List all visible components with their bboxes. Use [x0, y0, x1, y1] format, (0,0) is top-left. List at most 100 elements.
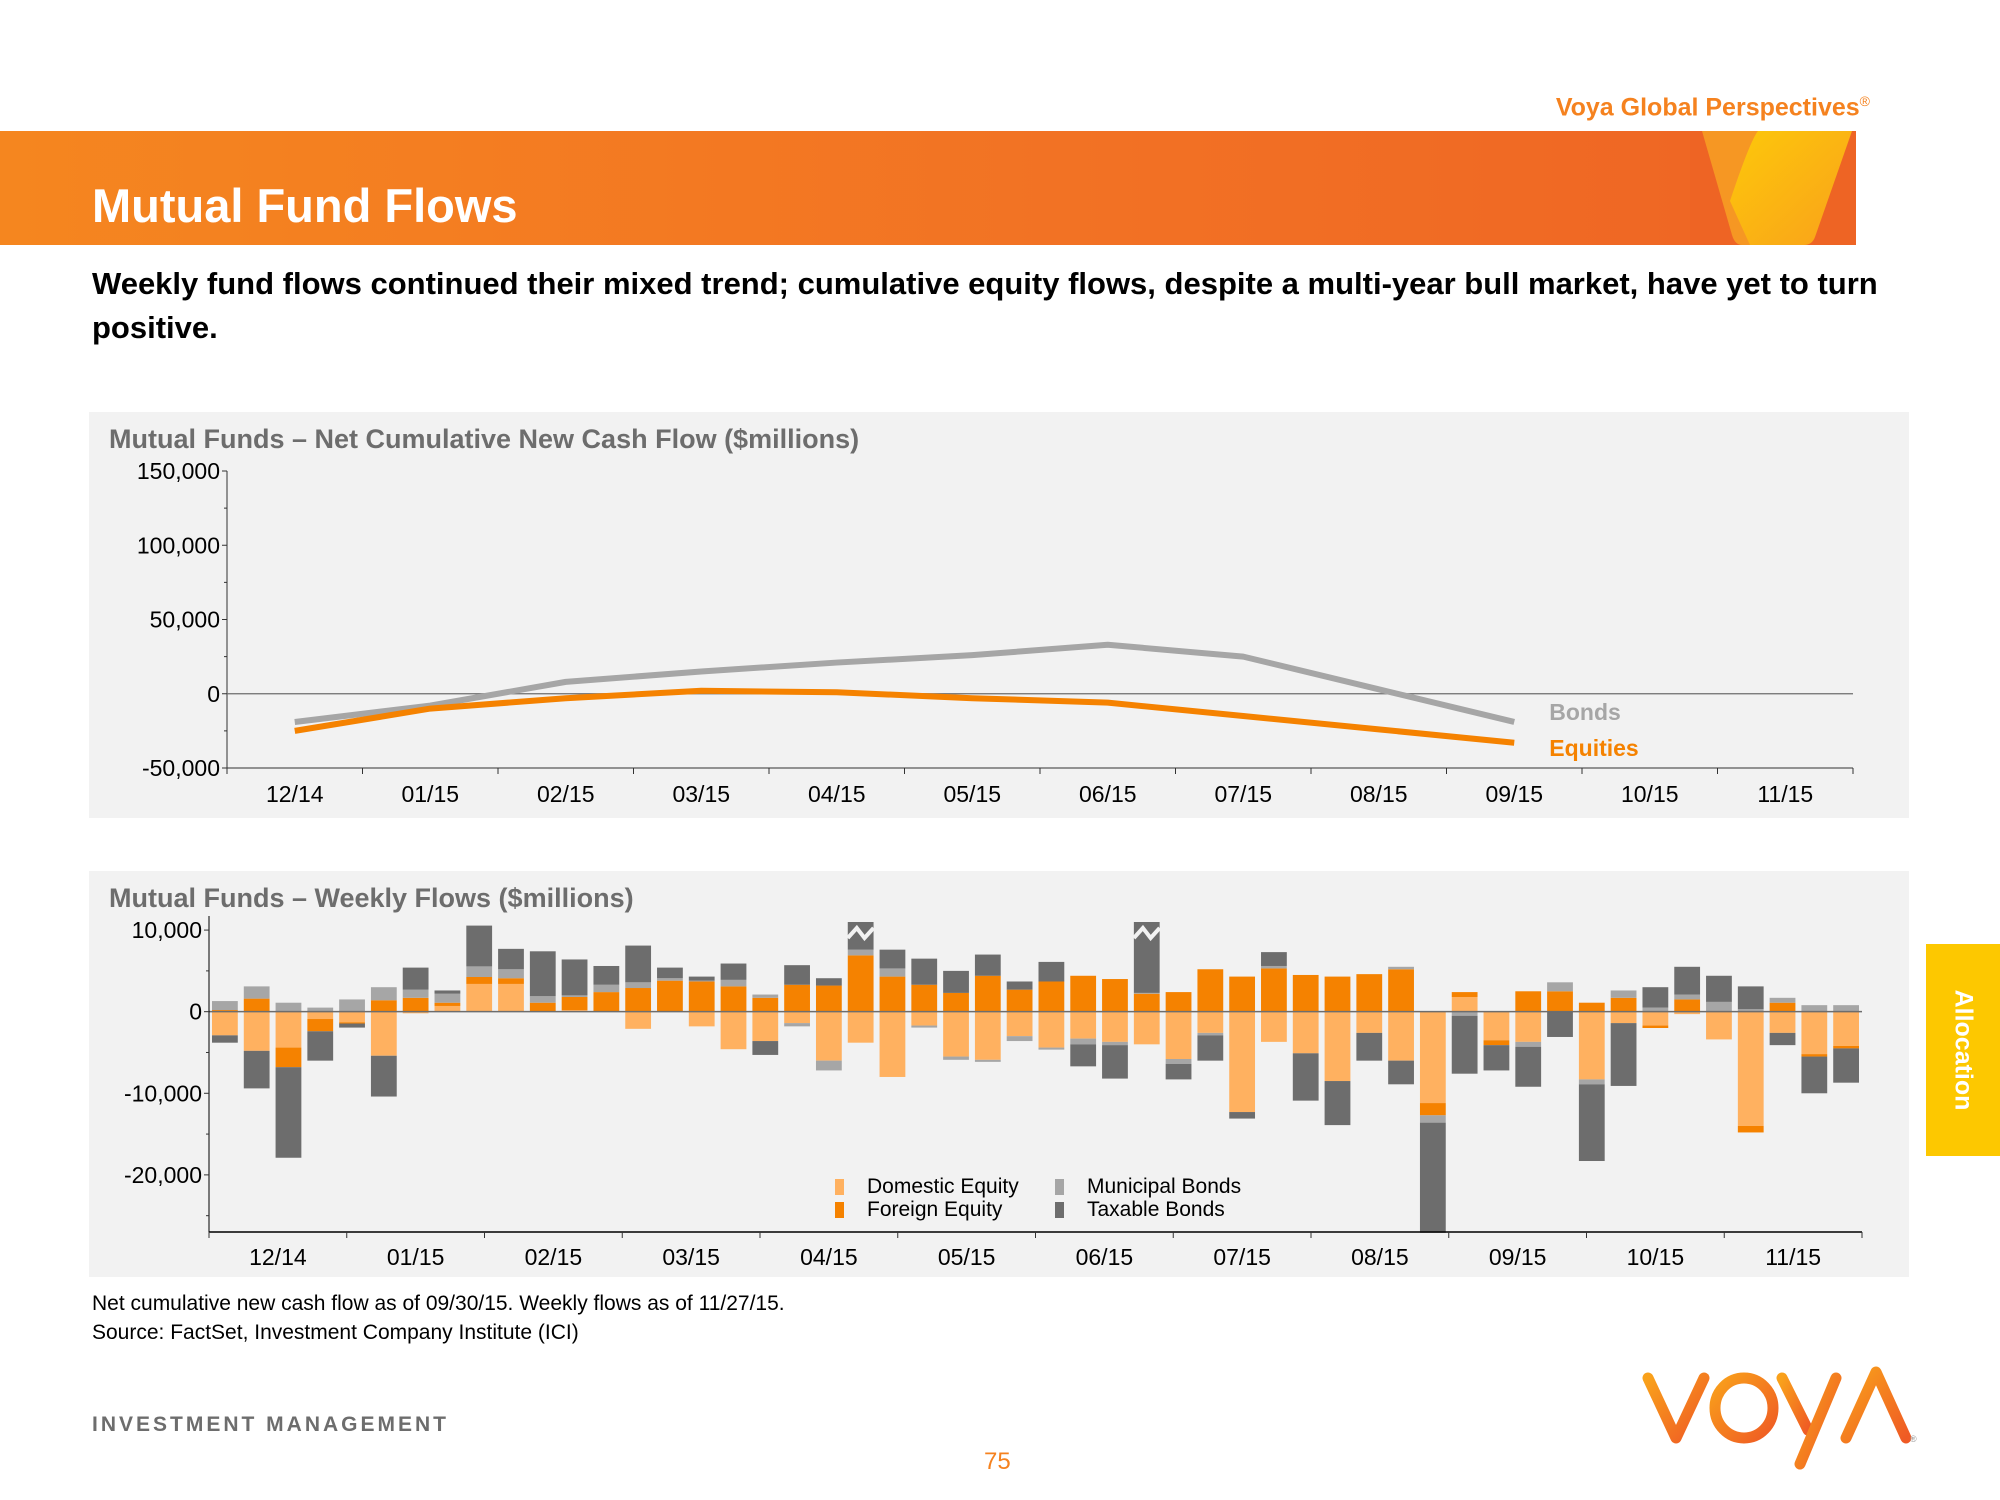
- bar-segment-municipal-bonds: [1515, 1041, 1542, 1047]
- bar-segment-taxable-bonds: [720, 963, 747, 980]
- bar-segment-municipal-bonds: [879, 968, 906, 977]
- weekly-flow-chart-panel: Mutual Funds – Weekly Flows ($millions) …: [89, 871, 1909, 1277]
- cumulative-flow-chart-panel: Mutual Funds – Net Cumulative New Cash F…: [89, 412, 1909, 818]
- logo-registered-mark: ®: [1910, 1434, 1917, 1444]
- bar-segment-foreign-equity: [1292, 974, 1319, 1012]
- bar-segment-foreign-equity: [879, 976, 906, 1012]
- bar-segment-municipal-bonds: [1102, 1041, 1128, 1046]
- chart-title: Mutual Funds – Net Cumulative New Cash F…: [109, 424, 860, 454]
- headline: Weekly fund flows continued their mixed …: [92, 266, 1878, 345]
- bar-segment-foreign-equity: [1674, 999, 1701, 1012]
- x-tick-label: 02/15: [537, 781, 595, 807]
- bar-segment-domestic-equity: [911, 1011, 938, 1026]
- bar-segment-domestic-equity: [1642, 1011, 1669, 1026]
- bar-segment-municipal-bonds: [1706, 1001, 1732, 1012]
- bar-segment-foreign-equity: [1578, 1002, 1605, 1012]
- bar-segment-municipal-bonds: [339, 999, 365, 1012]
- bar-segment-domestic-equity: [1006, 1011, 1033, 1037]
- cumulative-flow-chart: 150,000 100,000 50,000 0 -50,000 12/14 01/15 02…: [137, 458, 1854, 807]
- x-tick-label: 08/15: [1350, 781, 1408, 807]
- bar-segment-taxable-bonds: [212, 1035, 238, 1043]
- bar-segment-foreign-equity: [1165, 992, 1192, 1012]
- bar-segment-domestic-equity: [1610, 1011, 1637, 1024]
- section-tab-allocation[interactable]: Allocation: [1926, 944, 2000, 1156]
- bar-segment-taxable-bonds: [593, 965, 620, 985]
- bar-segment-taxable-bonds: [1419, 1122, 1446, 1233]
- bar-segment-municipal-bonds: [370, 987, 397, 1001]
- chart-title: Mutual Funds – Weekly Flows ($millions): [109, 883, 634, 913]
- bar-segment-municipal-bonds: [402, 989, 429, 998]
- bar-segment-municipal-bonds: [847, 949, 874, 956]
- bar-segment-domestic-equity: [847, 1011, 874, 1043]
- bar-segment-foreign-equity: [1419, 1103, 1446, 1116]
- brand-tagline: Voya Global Perspectives®: [1556, 93, 1870, 122]
- bar-segment-taxable-bonds: [1610, 1023, 1637, 1086]
- bar-segment-foreign-equity: [688, 981, 715, 1012]
- division-label: INVESTMENT MANAGEMENT: [92, 1413, 449, 1436]
- bar-segment-foreign-equity: [402, 997, 429, 1012]
- y-tick-label: -20,000: [124, 1162, 202, 1188]
- bar-segment-municipal-bonds: [1038, 1047, 1065, 1050]
- bar-segment-municipal-bonds: [1642, 1007, 1669, 1012]
- x-tick-label: 12/14: [249, 1244, 307, 1270]
- bar-segment-foreign-equity: [1356, 974, 1383, 1012]
- bar-segment-domestic-equity: [1102, 1011, 1128, 1042]
- bar-segment-municipal-bonds: [212, 1001, 238, 1011]
- bar-segment-domestic-equity: [1801, 1011, 1828, 1055]
- page-title: Mutual Fund Flows: [92, 179, 518, 232]
- bar-segment-domestic-equity: [879, 1011, 906, 1077]
- bar-segment-foreign-equity: [752, 997, 779, 1012]
- bar-segment-municipal-bonds: [498, 969, 524, 979]
- bar-segment-taxable-bonds: [402, 967, 429, 990]
- bar-segment-municipal-bonds: [1833, 1005, 1859, 1012]
- bar-segment-taxable-bonds: [243, 1050, 270, 1089]
- bar-segment-municipal-bonds: [1006, 1036, 1033, 1042]
- bar-segment-domestic-equity: [784, 1011, 810, 1024]
- legend-label-taxable-bonds: Taxable Bonds: [1087, 1198, 1225, 1221]
- bar-segment-foreign-equity: [307, 1019, 334, 1032]
- bar-segment-domestic-equity: [1388, 1011, 1414, 1061]
- bar-segment-domestic-equity: [561, 1010, 588, 1012]
- x-tick-label: 11/15: [1757, 781, 1813, 807]
- bar-segment-foreign-equity: [911, 984, 938, 1012]
- series-line-equities: [294, 687, 1515, 746]
- bar-segment-foreign-equity: [1133, 993, 1160, 1012]
- y-tick-label: -50,000: [142, 755, 220, 781]
- bar-segment-foreign-equity: [1610, 997, 1637, 1012]
- bar-segment-taxable-bonds: [1737, 986, 1764, 1010]
- legend-label-bonds: Bonds: [1549, 699, 1621, 725]
- bar-segment-municipal-bonds: [657, 978, 683, 981]
- bar-segment-municipal-bonds: [752, 994, 779, 998]
- bar-segment-domestic-equity: [1197, 1011, 1224, 1033]
- bar-segment-taxable-bonds: [815, 978, 842, 986]
- section-tab-label: Allocation: [1949, 989, 1978, 1111]
- weekly-flow-chart: 10,000 0 -10,000 -20,000 12/14 01/15 02/15 03/1…: [124, 916, 1863, 1270]
- bar-segment-municipal-bonds: [466, 966, 493, 977]
- bar-segment-foreign-equity: [1833, 1045, 1859, 1049]
- bar-segment-foreign-equity: [466, 977, 493, 984]
- page-number: 75: [984, 1448, 1011, 1475]
- bar-segment-foreign-equity: [1197, 969, 1224, 1012]
- bar-segment-municipal-bonds: [434, 993, 461, 1003]
- bar-segment-municipal-bonds: [720, 979, 747, 987]
- bar-segment-taxable-bonds: [1578, 1084, 1605, 1162]
- bar-segment-municipal-bonds: [1451, 1011, 1478, 1016]
- bar-segment-domestic-equity: [974, 1011, 1001, 1060]
- voya-logo-icon: ®: [1642, 1366, 1917, 1470]
- bar-segment-foreign-equity: [1451, 992, 1478, 997]
- y-tick-label: 50,000: [150, 607, 220, 633]
- bar-segment-municipal-bonds: [1133, 992, 1160, 994]
- y-tick-label: 100,000: [137, 532, 220, 558]
- bar-segment-foreign-equity: [1070, 975, 1097, 1012]
- bar-segment-municipal-bonds: [1801, 1005, 1828, 1012]
- legend-swatch-taxable-bonds: [1055, 1202, 1064, 1218]
- bar-segment-taxable-bonds: [275, 1067, 302, 1158]
- bar-segment-foreign-equity: [498, 978, 524, 984]
- bar-segment-domestic-equity: [1769, 1011, 1796, 1033]
- bar-segment-municipal-bonds: [1674, 994, 1701, 1000]
- footnote-dates: Net cumulative new cash flow as of 09/30…: [92, 1292, 785, 1315]
- bar-segment-municipal-bonds: [1197, 1032, 1224, 1036]
- bar-segment-foreign-equity: [1102, 979, 1128, 1012]
- bar-segment-foreign-equity: [815, 985, 842, 1012]
- bar-segment-municipal-bonds: [1547, 982, 1573, 992]
